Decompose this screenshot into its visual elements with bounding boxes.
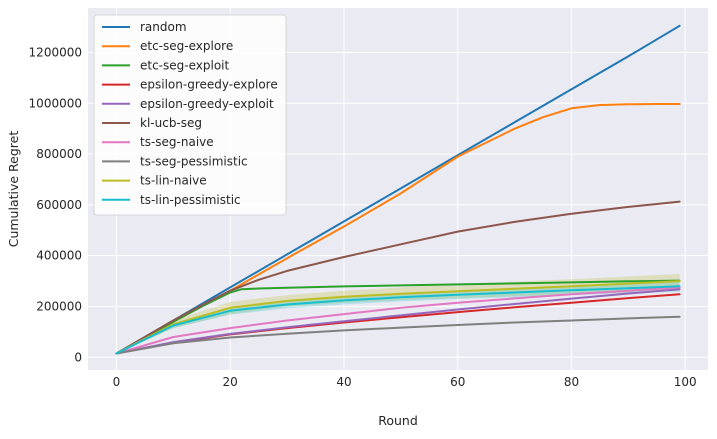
series-line	[115, 280, 681, 355]
series-line	[115, 103, 681, 355]
legend-label: ts-lin-naive	[140, 174, 207, 188]
series-line	[115, 288, 681, 355]
legend-label: etc-seg-explore	[140, 39, 233, 53]
x-tick-label: 80	[564, 375, 579, 389]
legend-box	[93, 14, 287, 216]
y-tick-label: 1000000	[29, 96, 82, 110]
y-tick-label: 600000	[36, 198, 82, 212]
x-tick-label: 60	[450, 375, 465, 389]
legend-label: ts-lin-pessimistic	[140, 193, 241, 207]
legend-label: etc-seg-exploit	[140, 58, 229, 72]
series-line	[115, 24, 681, 355]
legend-label: kl-ucb-seg	[140, 116, 202, 130]
series-line	[115, 279, 681, 355]
confidence-band	[116, 274, 680, 354]
legend-label: epsilon-greedy-exploit	[140, 97, 274, 111]
x-tick-label: 40	[336, 375, 351, 389]
legend-label: ts-seg-naive	[140, 135, 214, 149]
y-tick-label: 400000	[36, 249, 82, 263]
legend-label: random	[140, 20, 187, 34]
y-tick-label: 800000	[36, 147, 82, 161]
series-line	[115, 315, 681, 355]
y-axis-label: Cumulative Regret	[6, 131, 21, 248]
legend-label: epsilon-greedy-explore	[140, 78, 278, 92]
x-axis-label: Round	[378, 413, 418, 428]
series-lines	[115, 24, 681, 355]
y-tick-label: 0	[74, 350, 82, 364]
x-tick-label: 100	[674, 375, 697, 389]
series-line	[115, 285, 681, 355]
x-tick-label: 20	[223, 375, 238, 389]
x-tick-labels: 0 20 40 60 80 100	[113, 375, 697, 389]
x-tick-label: 0	[113, 375, 121, 389]
y-tick-label: 200000	[36, 299, 82, 313]
legend-label: ts-seg-pessimistic	[140, 154, 248, 168]
legend: random etc-seg-explore etc-seg-exploit epsi…	[93, 14, 287, 216]
series-line	[115, 286, 681, 355]
y-tick-label: 1200000	[29, 45, 82, 59]
y-tick-labels: 0 200000 400000 600000 800000 1000000 1200000	[29, 45, 82, 364]
grid-lines	[88, 8, 708, 370]
series-line	[115, 200, 681, 355]
